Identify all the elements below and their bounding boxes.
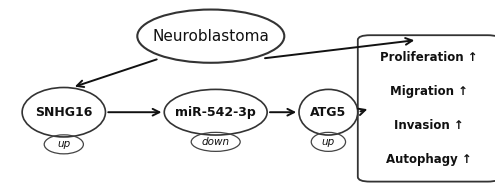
Text: up: up [322,137,335,147]
Text: Migration ↑: Migration ↑ [390,85,468,98]
Text: miR-542-3p: miR-542-3p [176,106,256,119]
Text: Proliferation ↑: Proliferation ↑ [380,51,478,64]
Text: Autophagy ↑: Autophagy ↑ [386,153,472,166]
Text: Invasion ↑: Invasion ↑ [394,119,464,132]
Text: Neuroblastoma: Neuroblastoma [152,29,269,44]
Text: SNHG16: SNHG16 [35,106,92,119]
Text: up: up [57,139,70,149]
Text: down: down [202,137,230,147]
Text: ATG5: ATG5 [310,106,346,119]
